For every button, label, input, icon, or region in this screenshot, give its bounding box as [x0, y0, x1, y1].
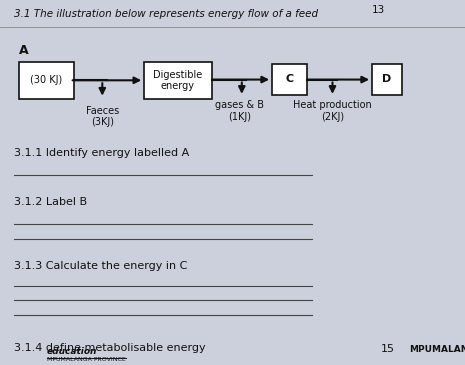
Text: 15: 15: [381, 344, 395, 354]
Text: (30 KJ): (30 KJ): [30, 75, 63, 85]
Text: 3.1.4 define metabolisable energy: 3.1.4 define metabolisable energy: [14, 343, 206, 353]
Text: MPUMALANGA: MPUMALANGA: [409, 345, 465, 354]
Text: 13: 13: [372, 5, 385, 15]
Text: A: A: [19, 43, 28, 57]
Text: gases & B
(1KJ): gases & B (1KJ): [215, 100, 264, 122]
Text: 3.1.1 Identify energy labelled A: 3.1.1 Identify energy labelled A: [14, 148, 189, 158]
FancyBboxPatch shape: [272, 64, 307, 95]
Text: Heat production
(2KJ): Heat production (2KJ): [293, 100, 372, 122]
FancyBboxPatch shape: [144, 62, 212, 99]
FancyBboxPatch shape: [19, 62, 74, 99]
Text: 3.1.2 Label B: 3.1.2 Label B: [14, 197, 87, 207]
Text: MPUMALANGA PROVINCE: MPUMALANGA PROVINCE: [46, 357, 125, 362]
Text: Digestible
energy: Digestible energy: [153, 69, 202, 91]
Text: 3.1.3 Calculate the energy in C: 3.1.3 Calculate the energy in C: [14, 261, 187, 271]
Text: D: D: [383, 74, 392, 84]
FancyBboxPatch shape: [372, 64, 402, 95]
Text: education: education: [46, 347, 97, 356]
Text: C: C: [286, 74, 293, 84]
Text: 3.1 The illustration below represents energy flow of a feed: 3.1 The illustration below represents en…: [14, 9, 318, 19]
Text: Faeces
(3KJ): Faeces (3KJ): [86, 106, 119, 127]
